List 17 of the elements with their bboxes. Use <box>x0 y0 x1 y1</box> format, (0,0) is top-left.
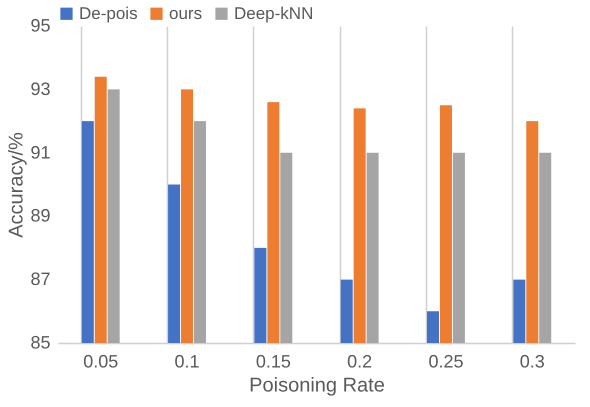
x-tick-label: 0.2 <box>347 352 372 372</box>
x-tick-label: 0.1 <box>174 352 200 372</box>
x-tick-label: 0.25 <box>428 352 464 372</box>
y-axis-title: Accuracy/% <box>5 132 28 238</box>
legend-label: De-pois <box>79 4 138 23</box>
legend-label: ours <box>169 4 202 23</box>
x-tick-label: 0.05 <box>83 352 118 372</box>
x-tick-label: 0.3 <box>520 352 545 372</box>
y-tick-label: 91 <box>30 142 50 162</box>
legend-label: Deep-kNN <box>234 4 314 23</box>
y-tick-label: 95 <box>30 16 50 36</box>
y-tick-label: 85 <box>30 332 50 352</box>
x-axis-title: Poisoning Rate <box>249 374 385 396</box>
y-tick-label: 89 <box>30 206 50 226</box>
x-tick-label: 0.15 <box>256 352 291 372</box>
y-tick-label: 93 <box>30 78 50 99</box>
y-tick-label: 87 <box>30 269 50 290</box>
